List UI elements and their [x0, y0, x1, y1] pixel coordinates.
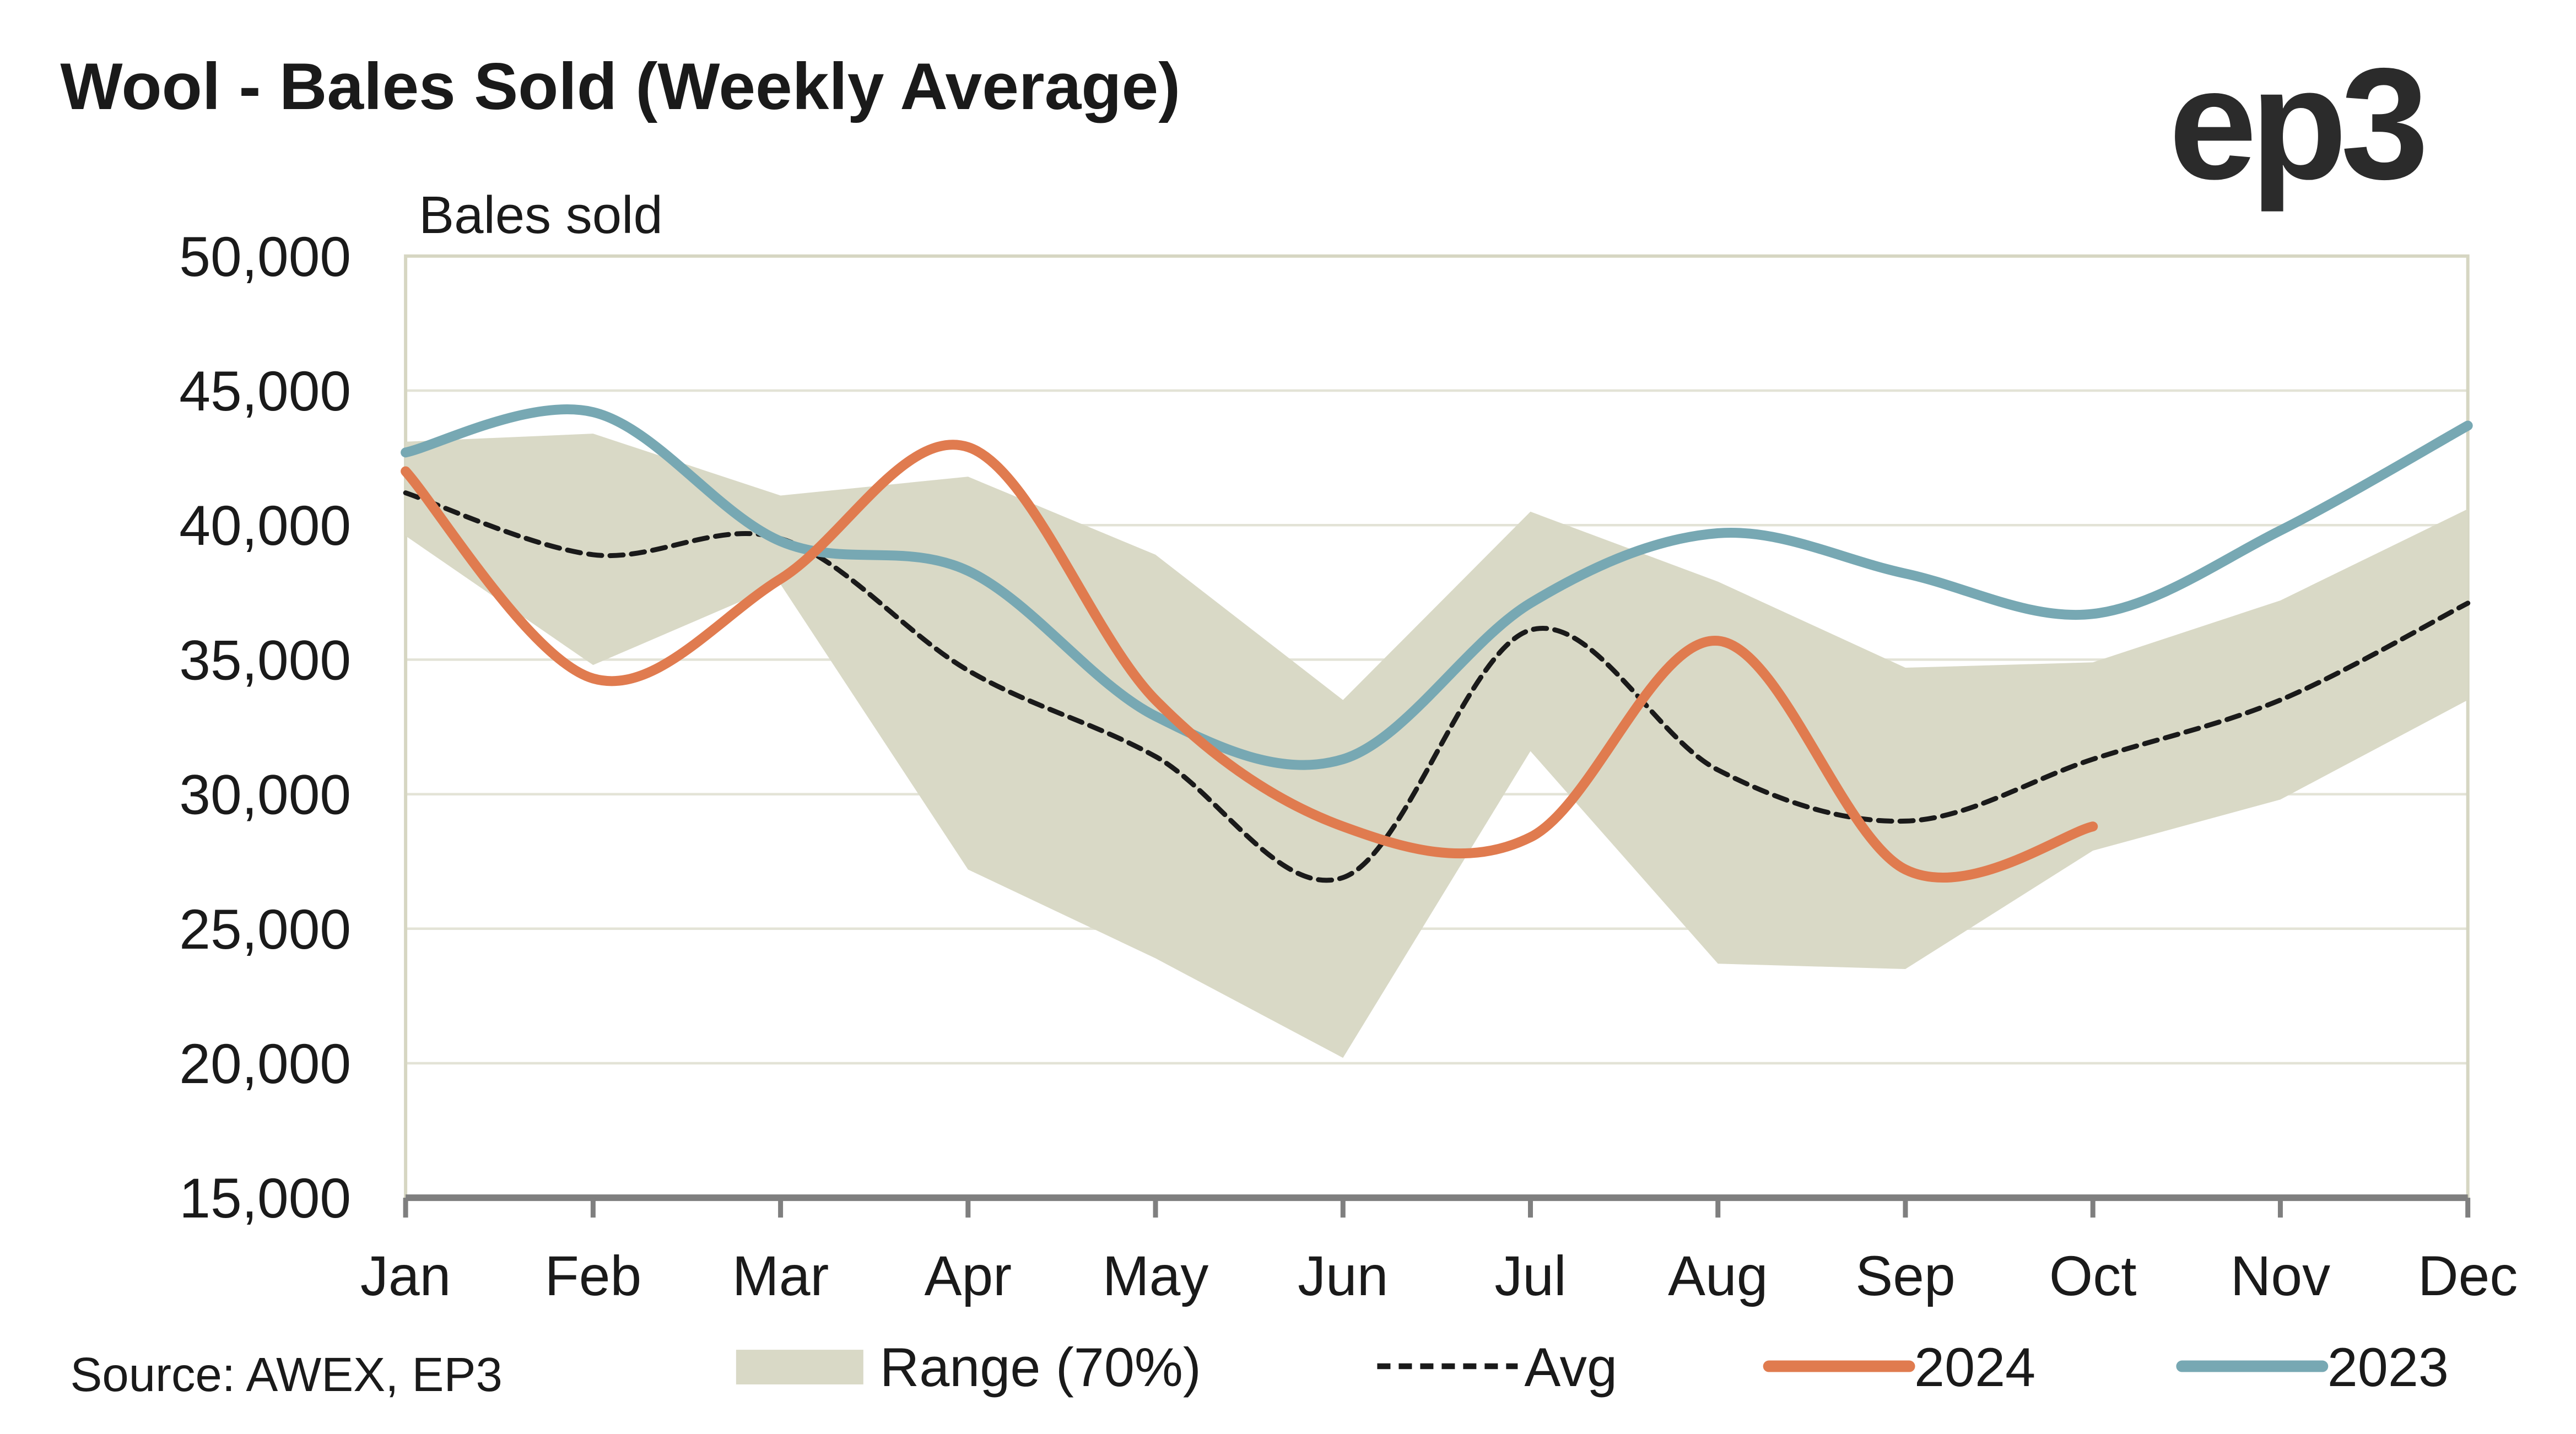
y-tick-label: 45,000 [179, 360, 351, 423]
x-tick-label: Feb [545, 1244, 642, 1307]
x-tick-label: Apr [924, 1244, 1012, 1307]
legend: Range (70%) Avg 2024 2023 [736, 1336, 2449, 1398]
x-tick-label: Jan [360, 1244, 451, 1307]
plot-area: 15,000 20,000 25,000 30,000 35,000 40,000 45,0… [179, 225, 2518, 1307]
x-tick-label: Jul [1494, 1244, 1566, 1307]
x-tick-label: May [1103, 1244, 1209, 1307]
x-tick-label: Nov [2231, 1244, 2330, 1307]
x-tick-label: Oct [2049, 1244, 2137, 1307]
y-tick-label: 35,000 [179, 629, 351, 691]
legend-range-label: Range (70%) [880, 1336, 1201, 1398]
series-line-2024 [401, 440, 2098, 883]
y-tick-label: 50,000 [179, 225, 351, 288]
legend-avg-label: Avg [1524, 1336, 1617, 1398]
legend-2024-label: 2024 [1914, 1336, 2035, 1398]
series-line-2023 [401, 404, 2473, 770]
x-tick-label: Dec [2418, 1244, 2518, 1307]
y-tick-label: 30,000 [179, 764, 351, 826]
legend-2023-label: 2023 [2327, 1336, 2449, 1398]
y-tick-label: 15,000 [179, 1167, 351, 1230]
x-tick-label: Jun [1298, 1244, 1388, 1307]
x-tick-label: Mar [732, 1244, 829, 1307]
x-tick-label: Aug [1668, 1244, 1768, 1307]
chart-title: Wool - Bales Sold (Weekly Average) [60, 50, 1180, 123]
range-band [406, 434, 2468, 1058]
source-note: Source: AWEX, EP3 [70, 1348, 503, 1401]
y-tick-label: 25,000 [179, 898, 351, 961]
legend-range-swatch [736, 1350, 863, 1385]
y-tick-label: 20,000 [179, 1032, 351, 1095]
y-tick-label: 40,000 [179, 494, 351, 557]
x-tick-label: Sep [1855, 1244, 1955, 1307]
y-axis-label: Bales sold [419, 186, 663, 245]
ep3-logo: ep3 [2169, 35, 2425, 213]
